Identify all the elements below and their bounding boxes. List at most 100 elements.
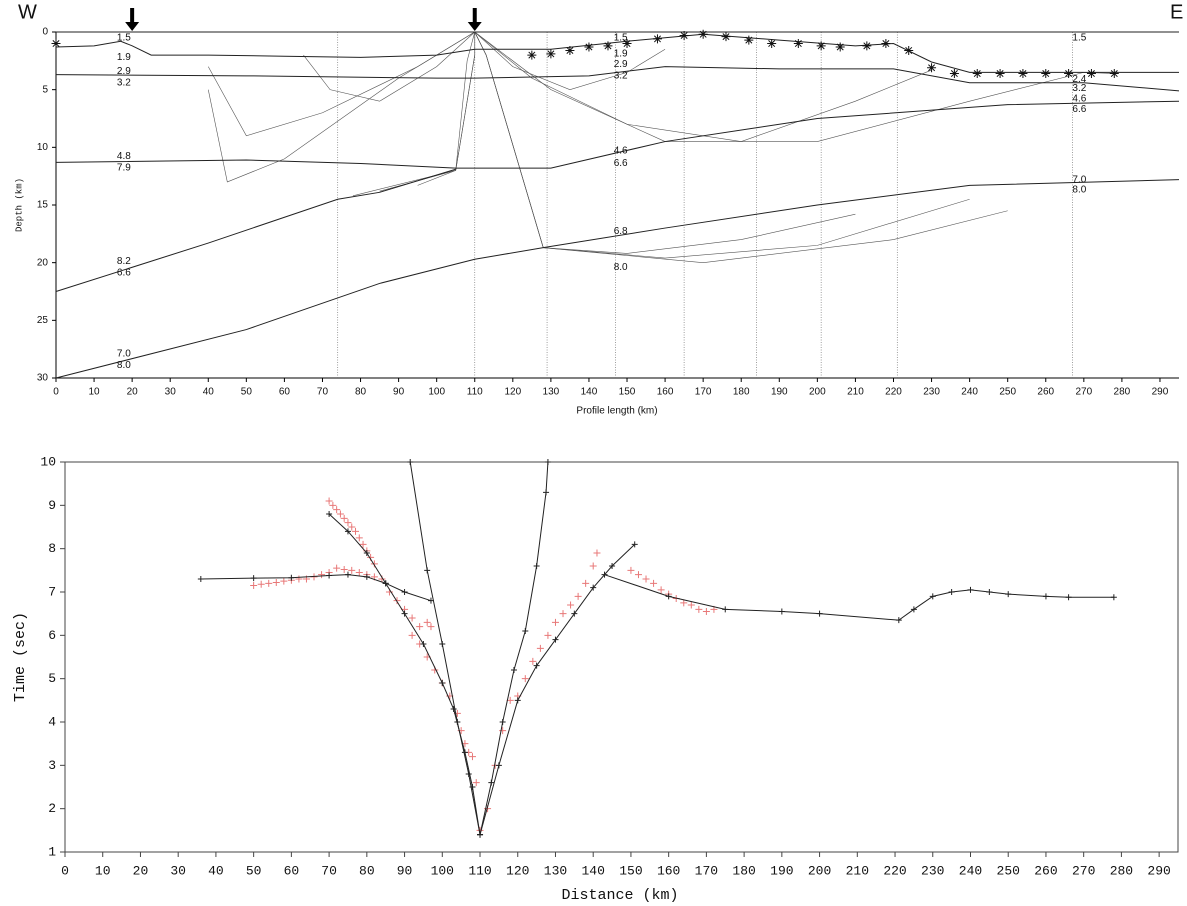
observed-pick: [559, 610, 567, 618]
observed-pick: [280, 577, 288, 585]
computed-pick: [929, 593, 936, 600]
computed-branch: [409, 461, 481, 835]
station-marker: [995, 69, 1005, 79]
observed-pick: [272, 578, 280, 586]
x-tick-label: 160: [657, 387, 674, 398]
station-marker: [721, 32, 731, 42]
computed-pick: [288, 574, 295, 581]
x-tick-label: 0: [53, 387, 59, 398]
observed-pick: [329, 501, 337, 509]
computed-pick: [488, 779, 495, 786]
x-tick-label: 140: [582, 863, 605, 878]
observed-pick: [340, 565, 348, 573]
computed-pick: [601, 571, 608, 578]
computed-branch: [604, 574, 1114, 621]
observed-pick: [634, 571, 642, 579]
x-tick-label: 210: [847, 387, 864, 398]
observed-pick: [416, 623, 424, 631]
x-tick-label: 10: [95, 863, 111, 878]
station-marker: [527, 50, 537, 60]
x-tick-label: 120: [504, 387, 521, 398]
x-tick-label: 290: [1147, 863, 1170, 878]
observed-pick: [574, 592, 582, 600]
velocity-label: 1.5: [117, 32, 131, 43]
ray-path: [208, 31, 475, 137]
x-tick-label: 260: [1034, 863, 1057, 878]
x-tick-label: 70: [321, 863, 337, 878]
corner-label: W: [18, 1, 37, 23]
observed-pick: [650, 579, 658, 587]
x-tick-label: 130: [543, 387, 560, 398]
station-marker: [972, 69, 982, 79]
computed-branch: [328, 513, 481, 835]
velocity-label: 7.9: [117, 163, 131, 174]
computed-pick: [544, 459, 551, 465]
velocity-label: 1.9: [614, 49, 628, 60]
observed-pick: [250, 582, 258, 589]
computed-pick: [454, 719, 461, 725]
observed-pick: [499, 727, 507, 735]
computed-pick: [499, 719, 506, 725]
velocity-label: 7.0: [1072, 174, 1086, 185]
y-tick-label: 9: [48, 498, 56, 513]
computed-pick: [778, 608, 785, 615]
velocity-label: 7.0: [117, 348, 131, 359]
x-tick-label: 30: [165, 387, 177, 398]
x-tick-label: 30: [170, 863, 186, 878]
observed-pick: [567, 601, 575, 609]
station-marker: [51, 39, 61, 49]
ray-path: [474, 31, 932, 142]
x-tick-label: 20: [133, 863, 149, 878]
x-tick-label: 270: [1075, 387, 1092, 398]
station-marker: [584, 42, 594, 52]
x-tick-label: 50: [246, 863, 262, 878]
observed-pick: [702, 608, 710, 615]
computed-pick: [363, 573, 370, 580]
layer-boundary: [55, 100, 1180, 169]
x-tick-label: 260: [1037, 387, 1054, 398]
observed-pick: [551, 618, 559, 626]
y-tick-label: 3: [48, 758, 56, 773]
velocity-label: 4.6: [614, 145, 628, 156]
y-tick-label: 25: [37, 315, 49, 326]
station-marker: [652, 34, 662, 44]
station-marker: [904, 45, 914, 55]
observed-pick: [257, 580, 265, 588]
computed-pick: [631, 541, 638, 548]
x-tick-label: 150: [619, 863, 642, 878]
station-marker: [767, 39, 777, 49]
ray-path: [207, 31, 475, 183]
x-tick-label: 140: [581, 387, 598, 398]
y-tick-label: 1: [48, 844, 56, 859]
station-marker: [1109, 69, 1119, 79]
corner-label: E: [1170, 1, 1183, 23]
y-tick-label: 30: [37, 373, 49, 384]
station-marker: [565, 45, 575, 55]
station-marker: [793, 39, 803, 49]
observed-pick: [423, 618, 431, 626]
traveltime-panel: Distance (km) Time (sec) 0 10 20 30 40 50 60 70…: [12, 454, 1179, 904]
station-marker: [744, 35, 754, 45]
observed-pick: [325, 497, 333, 505]
velocity-label: 4.6: [1072, 94, 1086, 105]
observed-pick: [472, 779, 480, 787]
observed-pick: [536, 644, 544, 652]
x-tick-label: 250: [999, 387, 1016, 398]
observed-pick: [359, 540, 367, 548]
observed-pick: [333, 506, 341, 514]
observed-pick: [687, 601, 695, 609]
y-axis-title: Time (sec): [12, 612, 29, 702]
computed-pick: [197, 576, 204, 582]
plot-frame: [64, 461, 1179, 853]
station-marker: [949, 69, 959, 79]
y-tick-label: 6: [48, 628, 56, 643]
computed-pick: [543, 489, 550, 496]
station-marker: [546, 49, 556, 59]
y-tick-label: 7: [48, 584, 56, 599]
y-tick-label: 4: [48, 714, 56, 729]
observed-pick: [348, 523, 356, 531]
computed-pick: [420, 641, 427, 647]
computed-pick: [326, 511, 333, 517]
observed-pick: [408, 631, 416, 639]
observed-pick: [695, 605, 703, 613]
